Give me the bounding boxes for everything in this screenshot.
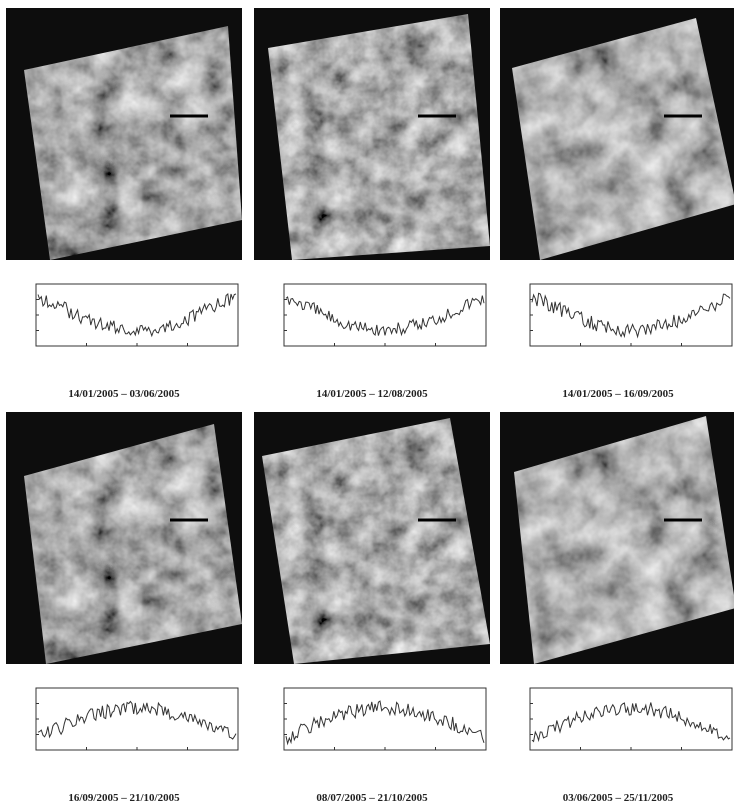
caption: 14/01/2005 – 16/09/2005 bbox=[562, 388, 674, 400]
caption: 08/07/2005 – 21/10/2005 bbox=[316, 792, 428, 803]
caption: 16/09/2005 – 21/10/2005 bbox=[68, 792, 180, 803]
plot-frame bbox=[284, 284, 486, 346]
panel: 08/07/2005 – 21/10/2005 bbox=[254, 412, 490, 803]
caption: 03/06/2005 – 25/11/2005 bbox=[563, 792, 674, 803]
plot-frame bbox=[530, 688, 732, 750]
caption: 14/01/2005 – 12/08/2005 bbox=[316, 388, 428, 400]
sar-image bbox=[268, 14, 490, 260]
sar-image bbox=[262, 418, 490, 664]
panel: 14/01/2005 – 03/06/2005 bbox=[6, 8, 242, 400]
caption: 14/01/2005 – 03/06/2005 bbox=[68, 388, 180, 400]
figure: 14/01/2005 – 03/06/2005 14/01/2005 – 12/0… bbox=[0, 0, 734, 803]
plot-frame bbox=[36, 284, 238, 346]
panel: 14/01/2005 – 16/09/2005 bbox=[500, 8, 734, 400]
panel: 03/06/2005 – 25/11/2005 bbox=[500, 412, 734, 803]
plot-frame bbox=[530, 284, 732, 346]
panel: 16/09/2005 – 21/10/2005 bbox=[6, 412, 242, 803]
panel: 14/01/2005 – 12/08/2005 bbox=[254, 8, 490, 400]
